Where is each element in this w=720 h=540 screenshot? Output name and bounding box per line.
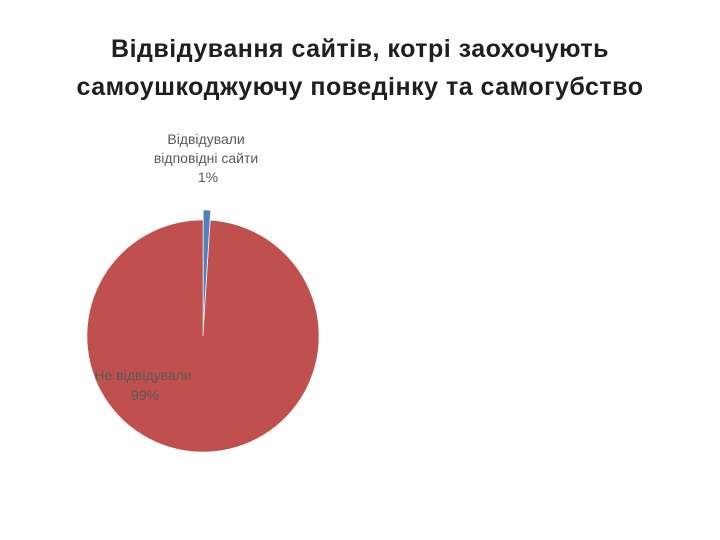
slice-label-not-visited: Не відвідували 99% xyxy=(94,367,195,403)
slice-label-visited: Відвідували відповідні сайти 1% xyxy=(154,131,262,185)
pie-slice-not-visited xyxy=(86,219,320,453)
title-line-1: Відвідування сайтів, котрі заохочують xyxy=(111,35,609,63)
title-line-2: самоушкоджуючу поведінку та самогубство xyxy=(76,73,644,101)
slide-title: Відвідування сайтів, котрі заохочують са… xyxy=(0,30,720,106)
pie-slice-visited xyxy=(203,209,211,327)
